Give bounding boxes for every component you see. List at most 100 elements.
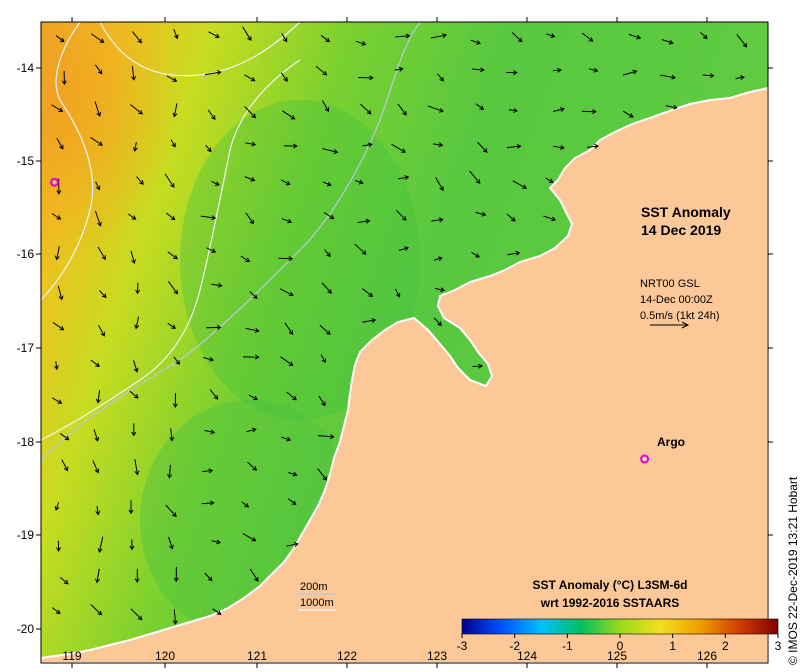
current-vector-head — [371, 318, 377, 323]
current-vector — [204, 71, 221, 76]
current-vector-head — [251, 141, 257, 147]
current-vector — [472, 365, 483, 368]
current-vector — [287, 498, 297, 505]
current-vector-head — [216, 539, 222, 545]
current-vector — [317, 468, 327, 481]
current-vector-head — [252, 466, 258, 471]
current-vector-head — [169, 544, 174, 550]
current-vector — [130, 608, 143, 620]
lat-tick-label: -20 — [17, 622, 35, 636]
current-vector-head — [402, 110, 407, 116]
current-vector-head — [135, 289, 141, 295]
current-vector-head — [636, 34, 642, 40]
current-vector — [552, 69, 561, 72]
current-vector-head — [247, 36, 252, 42]
lon-tick-label: 125 — [607, 649, 627, 663]
current-vector — [97, 246, 106, 260]
current-vector-head — [440, 287, 446, 293]
current-vector — [98, 536, 104, 553]
contour-1000m — [40, 21, 94, 301]
current-vector-head — [97, 69, 103, 75]
current-vector — [244, 106, 256, 118]
current-vector-head — [100, 331, 105, 337]
current-vector — [51, 104, 63, 112]
current-vector — [208, 31, 220, 38]
current-vector-head — [326, 330, 331, 335]
current-vector — [52, 607, 61, 614]
current-source: NRT00 GSL — [640, 278, 700, 290]
colorbar-tick-label: -1 — [562, 639, 573, 653]
current-vector-head — [171, 324, 177, 329]
current-vector-head — [367, 142, 373, 148]
contour-1000m-label: 1000m — [300, 597, 334, 609]
current-vector-head — [510, 217, 516, 222]
current-vector-head — [206, 147, 212, 153]
current-vector — [586, 145, 599, 148]
current-vectors — [51, 26, 748, 625]
current-vector — [55, 35, 65, 43]
current-vector-head — [211, 248, 217, 253]
current-vector-head — [170, 183, 175, 188]
current-vector-head — [290, 115, 296, 120]
current-vector — [249, 568, 259, 582]
current-vector-head — [668, 39, 674, 45]
current-vector-head — [175, 360, 180, 365]
current-vector-head — [173, 577, 179, 583]
current-vector-head — [559, 144, 565, 150]
current-vector-head — [401, 216, 407, 221]
lat-tick-label: -16 — [17, 247, 35, 261]
current-vector-head — [134, 578, 140, 583]
current-vector-head — [322, 475, 328, 481]
current-vector — [581, 32, 594, 42]
current-vector — [209, 389, 219, 400]
current-vector — [57, 285, 63, 300]
colorbar-subtitle: wrt 1992-2016 SSTAARS — [540, 596, 680, 610]
current-vector-head — [548, 178, 554, 183]
current-vector-head — [172, 512, 177, 517]
current-vector-head — [404, 246, 410, 252]
current-vector-head — [288, 330, 294, 335]
current-vector-head — [214, 181, 220, 186]
current-vector — [362, 288, 373, 297]
current-vector — [248, 394, 258, 400]
current-vector-head — [132, 146, 138, 152]
current-vector — [242, 533, 256, 542]
current-vector — [553, 145, 564, 149]
current-vector-head — [97, 610, 103, 616]
current-vector — [391, 143, 406, 153]
current-vector-head — [592, 109, 597, 115]
current-vector — [281, 218, 292, 223]
current-vector — [95, 181, 100, 190]
colorbar-ticks: -3 -2 -1 0 1 2 3 — [457, 634, 782, 653]
current-vector-head — [594, 143, 600, 149]
current-vector — [129, 390, 139, 399]
contour-1000m-c — [40, 59, 301, 441]
current-vector — [397, 176, 409, 180]
current-vector — [435, 176, 444, 191]
current-vector-head — [292, 395, 297, 401]
current-vector-head — [209, 356, 215, 362]
colorbar-tick-label: 3 — [775, 639, 782, 653]
current-vector-head — [207, 576, 213, 582]
current-vector-head — [401, 148, 406, 153]
current-vector-head — [95, 362, 100, 368]
current-vector — [282, 110, 295, 120]
current-vector-head — [702, 34, 708, 40]
current-vector — [202, 470, 213, 473]
current-vector-head — [131, 215, 137, 220]
current-vector-head — [129, 545, 135, 551]
current-vector — [470, 39, 481, 45]
current-vector-head — [94, 468, 100, 474]
current-vector-head — [368, 292, 374, 297]
current-vector — [211, 180, 220, 186]
current-vector — [165, 504, 177, 517]
current-vector-head — [245, 257, 251, 263]
current-scale: 0.5m/s (1kt 24h) — [640, 310, 719, 322]
current-vector-head — [95, 398, 101, 404]
current-vector-head — [59, 144, 64, 150]
current-vector-head — [288, 256, 294, 262]
axis-ticks — [36, 17, 773, 668]
current-vector-head — [475, 40, 481, 45]
current-vector-head — [58, 107, 64, 112]
current-vector — [320, 35, 330, 42]
